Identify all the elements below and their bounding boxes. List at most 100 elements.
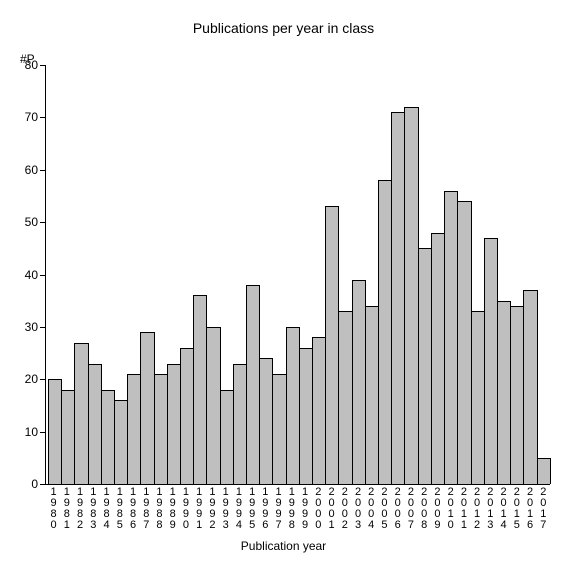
x-tick-label: 1986 (130, 487, 137, 531)
x-tick-label: 1994 (235, 487, 242, 531)
x-tick-label: 2007 (407, 487, 414, 531)
x-label-slot: 2007 (404, 487, 417, 531)
x-tick-label: 1991 (196, 487, 203, 531)
x-tick-label: 2016 (527, 487, 534, 531)
chart-title: Publications per year in class (0, 20, 567, 36)
x-label-slot: 1981 (60, 487, 73, 531)
bar (220, 390, 234, 484)
x-tick-label: 1997 (275, 487, 282, 531)
x-label-slot: 1997 (272, 487, 285, 531)
x-label-slot: 1998 (285, 487, 298, 531)
bar (338, 311, 352, 484)
x-tick-label: 1992 (209, 487, 216, 531)
bar (246, 285, 260, 484)
bar (418, 248, 432, 484)
x-tick-label: 1984 (103, 487, 110, 531)
bar (127, 374, 141, 484)
plot-area: 01020304050607080 (45, 65, 550, 485)
x-tick-label: 1982 (77, 487, 84, 531)
y-tick (40, 117, 46, 118)
bar (325, 206, 339, 484)
y-tick (40, 379, 46, 380)
y-tick (40, 65, 46, 66)
x-label-slot: 2006 (391, 487, 404, 531)
y-tick-label: 70 (25, 110, 38, 124)
bar (167, 364, 181, 484)
bar (101, 390, 115, 484)
x-label-slot: 1982 (73, 487, 86, 531)
x-tick-label: 1987 (143, 487, 150, 531)
y-tick-label: 50 (25, 215, 38, 229)
x-tick-label: 1983 (90, 487, 97, 531)
bar (259, 358, 273, 484)
x-tick-label: 1988 (156, 487, 163, 531)
x-tick-label: 2003 (355, 487, 362, 531)
x-label-slot: 1990 (179, 487, 192, 531)
x-label-slot: 2009 (431, 487, 444, 531)
y-tick-label: 20 (25, 372, 38, 386)
x-label-slot: 1996 (259, 487, 272, 531)
x-label-slot: 1992 (206, 487, 219, 531)
x-label-slot: 2013 (484, 487, 497, 531)
x-label-slot: 1980 (47, 487, 60, 531)
bars-group (46, 65, 550, 484)
x-tick-label: 2004 (368, 487, 375, 531)
bar (537, 458, 551, 484)
x-label-slot: 1985 (113, 487, 126, 531)
x-label-slot: 2003 (351, 487, 364, 531)
x-tick-label: 1999 (302, 487, 309, 531)
y-tick-label: 60 (25, 163, 38, 177)
bar (299, 348, 313, 484)
bar (193, 295, 207, 484)
bar (404, 107, 418, 484)
x-label-slot: 2016 (523, 487, 536, 531)
bar (391, 112, 405, 484)
bar (48, 379, 62, 484)
y-tick (40, 432, 46, 433)
x-tick-label: 1998 (288, 487, 295, 531)
x-axis-title: Publication year (0, 539, 567, 553)
x-label-slot: 1991 (193, 487, 206, 531)
bar (154, 374, 168, 484)
x-tick-label: 2005 (381, 487, 388, 531)
bar (378, 180, 392, 484)
x-label-slot: 2001 (325, 487, 338, 531)
x-tick-label: 2008 (421, 487, 428, 531)
x-tick-label: 2009 (434, 487, 441, 531)
x-tick-label: 1981 (63, 487, 70, 531)
bar (510, 306, 524, 484)
bar (471, 311, 485, 484)
bar (484, 238, 498, 484)
x-label-slot: 1988 (153, 487, 166, 531)
x-tick-label: 2000 (315, 487, 322, 531)
bar (74, 343, 88, 484)
bar (206, 327, 220, 484)
x-tick-label: 1989 (169, 487, 176, 531)
bar (523, 290, 537, 484)
x-tick-label: 1996 (262, 487, 269, 531)
y-tick-label: 30 (25, 320, 38, 334)
y-tick (40, 275, 46, 276)
x-tick-label: 2014 (500, 487, 507, 531)
bar (286, 327, 300, 484)
x-tick-label: 1990 (182, 487, 189, 531)
bar (88, 364, 102, 484)
y-tick (40, 170, 46, 171)
bar (61, 390, 75, 484)
x-label-slot: 1995 (246, 487, 259, 531)
x-label-slot: 1986 (126, 487, 139, 531)
y-tick (40, 327, 46, 328)
y-tick (40, 484, 46, 485)
y-tick-label: 0 (31, 477, 38, 491)
x-tick-label: 2012 (474, 487, 481, 531)
x-label-slot: 2017 (537, 487, 550, 531)
x-tick-label: 2013 (487, 487, 494, 531)
bar (431, 233, 445, 484)
x-label-slot: 1983 (87, 487, 100, 531)
x-label-slot: 2010 (444, 487, 457, 531)
x-label-slot: 1999 (298, 487, 311, 531)
bar (140, 332, 154, 484)
x-label-slot: 2015 (510, 487, 523, 531)
bar (457, 201, 471, 484)
x-label-slot: 1989 (166, 487, 179, 531)
